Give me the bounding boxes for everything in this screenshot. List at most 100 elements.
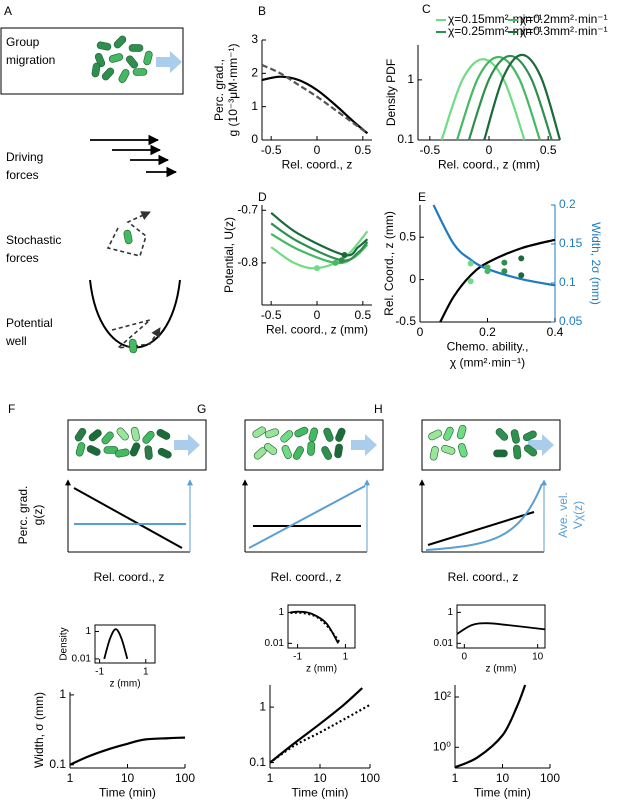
cell [101,67,115,81]
cell [307,441,316,456]
point [467,278,474,285]
cell [74,427,87,442]
y2-tick-label: 0.05 [559,314,583,328]
y-tick-label: 1 [259,699,266,713]
panel-label: C [422,2,431,16]
cell [457,443,468,458]
x-tick-label: 0 [417,325,424,339]
x-tick-label: 0 [462,652,468,663]
panel-box [244,419,384,471]
point [332,259,339,266]
y-tick-label: 0.1 [49,757,66,771]
chart: -0.5 0 0.5 -0.7 -0.8 Rel. coord., z (mm) Poten… [222,190,372,336]
y2-tick-label: 0.2 [559,197,576,211]
cell [118,69,130,83]
x-tick-label: -0.5 [261,143,282,157]
cell [142,430,155,444]
direction-arrow [528,434,554,456]
y-tick-label: 1 [59,687,66,701]
panel-label: F [8,402,15,416]
x-tick-label: 0 [314,308,321,322]
cell [75,442,86,457]
panel-label: H [374,402,383,416]
point [467,260,474,267]
diagram-label: Group migration [6,35,55,67]
cell [323,427,334,442]
y-tick-label: 1 [85,626,91,637]
cell [294,426,309,438]
y-tick-label: 2 [251,66,258,80]
x-tick-label: 100 [175,771,195,785]
cell [88,429,102,442]
cell [101,431,114,445]
y-tick-label: 1 [447,607,453,618]
x-tick-label: 0.5 [354,143,371,157]
cell [132,68,148,76]
line-series [270,230,369,270]
cell [91,62,101,78]
cell [108,53,124,63]
cell [429,446,439,461]
schematic-curve [427,511,535,546]
line-series [483,53,562,141]
point [518,255,525,262]
y-axis-label: Density [59,627,70,660]
x-tick-label: 10 [121,771,135,785]
legend-label: χ=0.15mm²·min⁻¹ [448,12,542,26]
y2-tick-label: 0.1 [559,275,576,289]
line-series [456,622,546,635]
schematic-curve [73,487,183,549]
diagram-label: Driving forces [6,150,43,182]
y-axis-label: g(z) [31,505,45,526]
x-axis-label: Chemo. ability., [447,339,529,353]
y-axis-label: Perc. grad., [212,59,226,121]
direction-arrow [156,51,182,73]
x-tick-label: 10 [313,771,327,785]
diagram-label: Potential well [5,316,53,348]
plot-frame [287,604,356,649]
cell [130,426,140,442]
point [314,265,320,272]
cell [335,427,346,442]
cell [264,428,280,439]
panel-label: A [4,4,12,18]
line-series [261,63,369,135]
x-tick-label: 0.4 [547,325,564,339]
y-tick-label: 0.5 [399,229,416,243]
panel-label: G [197,402,206,416]
x-axis-label: Time (min) [292,785,349,799]
x-tick-label: 10 [496,771,510,785]
y-axis-label: Perc. grad. [16,486,30,545]
line-series [439,238,556,323]
y-tick-label: 1 [251,99,258,113]
y-tick-label: 0 [409,272,416,286]
x-axis-label: Rel. coord., z [94,570,165,584]
cell [128,338,138,354]
direction-arrow [174,434,200,456]
x-tick-label: 0.2 [479,325,496,339]
y2-axis-label: Width, 2σ (mm) [589,222,603,305]
y-tick-label: 10⁰ [433,739,451,753]
cell [281,444,292,459]
x-tick-label: 0.5 [354,308,371,322]
chart: 0 10 0.01 1 z (mm) [434,604,546,675]
x-axis-label: Rel. coord., z [282,157,353,171]
cell [96,41,112,51]
x-axis-label: Time (min) [99,785,156,799]
line-series [440,58,526,141]
line-series [290,611,342,644]
legend-label: χ=0.2mm²·min⁻¹ [520,12,608,26]
cell [441,444,456,455]
stochastic-path [106,211,151,257]
y-axis-label: g (10⁻³μM·mm⁻¹) [226,44,240,137]
plot-frame [94,624,156,664]
x-axis-label: z (mm) [306,664,337,675]
y-tick-label: 0.01 [434,638,454,649]
cell [321,446,333,460]
cell [456,424,467,440]
line-series [69,736,186,766]
cell [115,448,130,458]
